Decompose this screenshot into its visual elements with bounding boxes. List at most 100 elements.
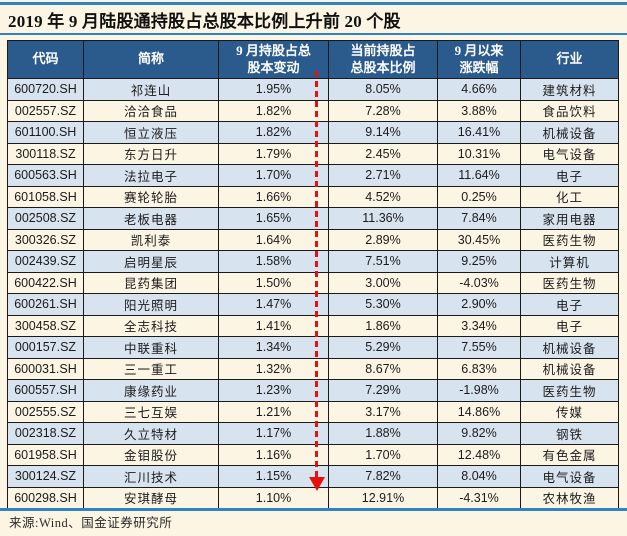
cell-code: 600563.SH <box>7 164 84 187</box>
table-row: 000157.SZ 中联重科 1.34% 5.29% 7.55% 机械设备 <box>7 336 619 359</box>
cell-industry: 食品饮料 <box>520 99 619 122</box>
cell-pct: -1.98% <box>437 379 521 402</box>
cell-pct: 3.88% <box>437 99 521 122</box>
cell-name: 赛轮轮胎 <box>83 185 219 208</box>
cell-pct: 2.90% <box>437 293 521 316</box>
cell-code: 300458.SZ <box>7 314 84 337</box>
cell-code: 000157.SZ <box>7 336 84 359</box>
cell-industry: 传媒 <box>520 400 619 423</box>
table-row: 300124.SZ 汇川技术 1.15% 7.82% 8.04% 电气设备 <box>7 465 619 488</box>
table-row: 600563.SH 法拉电子 1.70% 2.71% 11.64% 电子 <box>7 164 619 187</box>
cell-ratio: 5.29% <box>328 336 438 359</box>
cell-pct: 16.41% <box>437 121 521 144</box>
cell-code: 002555.SZ <box>7 400 84 423</box>
cell-ratio: 4.52% <box>328 185 438 208</box>
cell-name: 东方日升 <box>83 142 219 165</box>
cell-ratio: 1.70% <box>328 443 438 466</box>
cell-industry: 电子 <box>520 164 619 187</box>
cell-name: 恒立液压 <box>83 121 219 144</box>
cell-change: 1.32% <box>218 357 329 380</box>
cell-pct: 8.04% <box>437 465 521 488</box>
cell-industry: 机械设备 <box>520 357 619 380</box>
cell-name: 康缘药业 <box>83 379 219 402</box>
cell-name: 洽洽食品 <box>83 99 219 122</box>
cell-pct: 30.45% <box>437 228 521 251</box>
cell-code: 300118.SZ <box>7 142 84 165</box>
cell-code: 600031.SH <box>7 357 84 380</box>
cell-industry: 钢铁 <box>520 422 619 445</box>
cell-pct: 4.66% <box>437 78 521 101</box>
cell-name: 安琪酵母 <box>83 486 219 509</box>
cell-pct: -4.31% <box>437 486 521 509</box>
cell-pct: 6.83% <box>437 357 521 380</box>
cell-industry: 家用电器 <box>520 207 619 230</box>
cell-code: 600557.SH <box>7 379 84 402</box>
cell-name: 启明星辰 <box>83 250 219 273</box>
cell-industry: 机械设备 <box>520 121 619 144</box>
cell-ratio: 7.29% <box>328 379 438 402</box>
cell-ratio: 1.86% <box>328 314 438 337</box>
cell-industry: 医药生物 <box>520 228 619 251</box>
table-header-row: 代码 简称 9 月持股占总 股本变动 当前持股占 总股本比例 9 月以来 涨跌幅… <box>7 40 619 79</box>
table-row: 002557.SZ 洽洽食品 1.82% 7.28% 3.88% 食品饮料 <box>7 99 619 122</box>
cell-industry: 医药生物 <box>520 379 619 402</box>
cell-industry: 有色金属 <box>520 443 619 466</box>
cell-ratio: 7.82% <box>328 465 438 488</box>
column-header-code: 代码 <box>7 40 84 79</box>
cell-change: 1.16% <box>218 443 329 466</box>
red-dashed-annotation-line <box>315 71 318 479</box>
source-note: 来源:Wind、国金证券研究所 <box>9 516 173 530</box>
table-row: 600422.SH 昆药集团 1.50% 3.00% -4.03% 医药生物 <box>7 271 619 294</box>
bottom-rule <box>0 508 627 511</box>
cell-pct: 7.55% <box>437 336 521 359</box>
cell-code: 600720.SH <box>7 78 84 101</box>
table-row: 601100.SH 恒立液压 1.82% 9.14% 16.41% 机械设备 <box>7 121 619 144</box>
cell-change: 1.70% <box>218 164 329 187</box>
cell-pct: 9.82% <box>437 422 521 445</box>
cell-name: 金钼股份 <box>83 443 219 466</box>
column-header-change: 9 月持股占总 股本变动 <box>218 40 329 79</box>
top-rule <box>0 2 627 5</box>
cell-pct: -4.03% <box>437 271 521 294</box>
table-row: 600720.SH 祁连山 1.95% 8.05% 4.66% 建筑材料 <box>7 78 619 101</box>
cell-change: 1.66% <box>218 185 329 208</box>
cell-code: 601058.SH <box>7 185 84 208</box>
cell-ratio: 11.36% <box>328 207 438 230</box>
cell-pct: 14.86% <box>437 400 521 423</box>
table-body: 600720.SH 祁连山 1.95% 8.05% 4.66% 建筑材料 002557.SZ… <box>7 78 619 509</box>
cell-name: 全志科技 <box>83 314 219 337</box>
cell-pct: 10.31% <box>437 142 521 165</box>
cell-ratio: 1.88% <box>328 422 438 445</box>
cell-code: 600298.SH <box>7 486 84 509</box>
table-row: 601058.SH 赛轮轮胎 1.66% 4.52% 0.25% 化工 <box>7 185 619 208</box>
cell-name: 中联重科 <box>83 336 219 359</box>
cell-pct: 11.64% <box>437 164 521 187</box>
red-arrow-down-icon <box>309 477 325 491</box>
holdings-table: 代码 简称 9 月持股占总 股本变动 当前持股占 总股本比例 9 月以来 涨跌幅… <box>7 40 619 509</box>
cell-change: 1.82% <box>218 99 329 122</box>
cell-ratio: 9.14% <box>328 121 438 144</box>
cell-industry: 电气设备 <box>520 465 619 488</box>
table-title: 2019 年 9 月陆股通持股占总股本比例上升前 20 个股 <box>8 12 401 31</box>
cell-ratio: 3.17% <box>328 400 438 423</box>
cell-ratio: 7.28% <box>328 99 438 122</box>
cell-name: 三一重工 <box>83 357 219 380</box>
table-row: 300326.SZ 凯利泰 1.64% 2.89% 30.45% 医药生物 <box>7 228 619 251</box>
cell-code: 601100.SH <box>7 121 84 144</box>
cell-code: 300124.SZ <box>7 465 84 488</box>
cell-change: 1.64% <box>218 228 329 251</box>
cell-change: 1.41% <box>218 314 329 337</box>
table-row: 601958.SH 金钼股份 1.16% 1.70% 12.48% 有色金属 <box>7 443 619 466</box>
table-row: 600031.SH 三一重工 1.32% 8.67% 6.83% 机械设备 <box>7 357 619 380</box>
cell-pct: 7.84% <box>437 207 521 230</box>
cell-industry: 计算机 <box>520 250 619 273</box>
column-header-pct: 9 月以来 涨跌幅 <box>437 40 521 79</box>
cell-name: 法拉电子 <box>83 164 219 187</box>
cell-code: 600422.SH <box>7 271 84 294</box>
table-row: 002439.SZ 启明星辰 1.58% 7.51% 9.25% 计算机 <box>7 250 619 273</box>
cell-pct: 3.34% <box>437 314 521 337</box>
cell-ratio: 8.05% <box>328 78 438 101</box>
table-row: 002318.SZ 久立特材 1.17% 1.88% 9.82% 钢铁 <box>7 422 619 445</box>
cell-code: 002508.SZ <box>7 207 84 230</box>
